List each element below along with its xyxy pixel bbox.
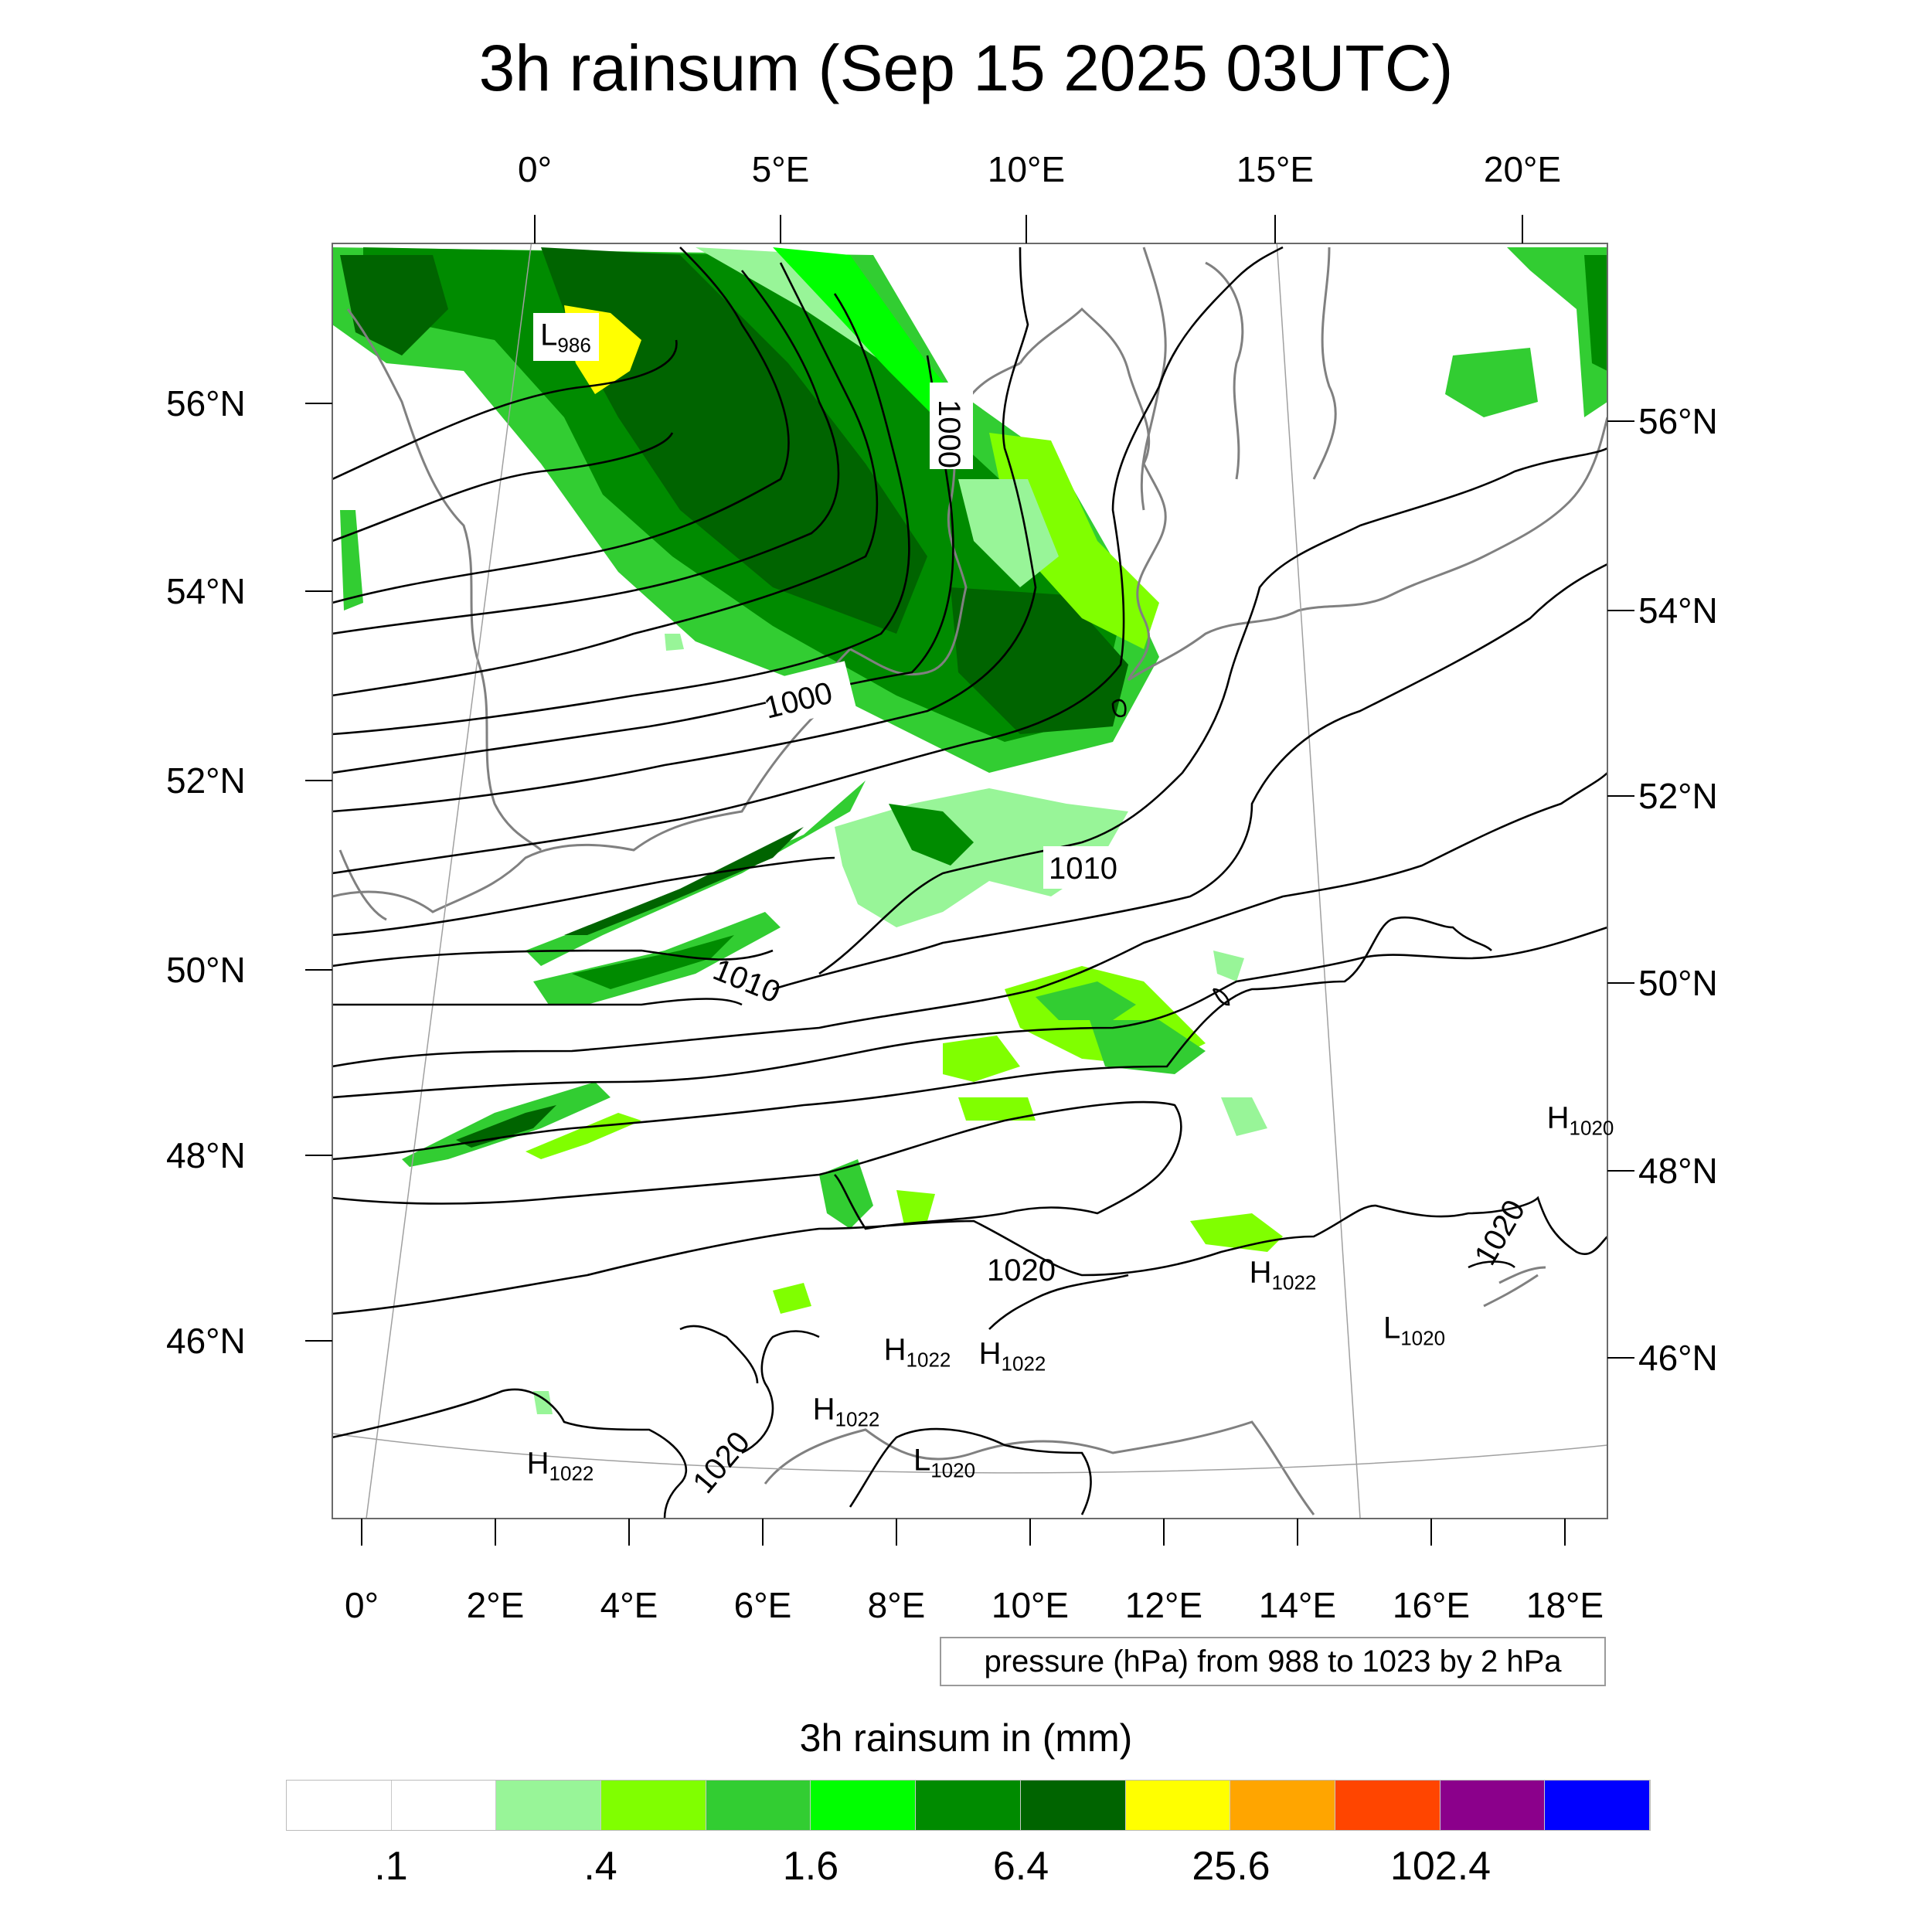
lat-tick-right: 46°N [1638,1338,1718,1378]
coastlines [332,247,1607,1515]
colorbar-swatch [811,1781,917,1830]
center-value: 1020 [1569,1116,1614,1140]
isobar-1010-box [1043,846,1132,889]
center-type: H [883,1332,906,1367]
lon-tick-top: 5°E [751,149,810,189]
colorbar-label: .1 [374,1844,408,1889]
tick-marks [305,215,1634,1546]
center-value: 1022 [1001,1352,1046,1376]
pressure-center-high: H1022 [979,1337,1046,1376]
center-value: 1022 [906,1348,951,1372]
low-986-box [533,313,599,361]
center-type: H [978,1336,1002,1371]
lat-tick-left: 48°N [166,1135,246,1175]
center-value: 1020 [1400,1326,1446,1350]
lat-tick-right: 56°N [1638,401,1718,441]
lon-tick-bottom: 8°E [867,1585,926,1625]
colorbar-swatch [496,1781,602,1830]
lon-tick-top: 15°E [1236,149,1315,189]
lon-tick-bottom: 0° [345,1585,379,1625]
colorbar-swatch [1020,1781,1126,1830]
colorbar-swatch [1545,1781,1650,1830]
pressure-center-low: L986 [540,318,591,358]
isobar-label: 1000 [932,400,966,468]
pressure-center-high: H1022 [527,1447,594,1486]
lon-tick-bottom: 2°E [466,1585,525,1625]
lat-tick-left: 50°N [166,950,246,990]
center-value: 986 [557,333,591,357]
pressure-info-box: pressure (hPa) from 988 to 1023 by 2 hPa [940,1637,1606,1686]
map-frame [332,243,1608,1519]
colorbar-label: 1.6 [782,1844,839,1889]
pressure-center-low: L1020 [913,1444,975,1483]
lon-tick-top: 10°E [987,149,1066,189]
lon-tick-bottom: 12°E [1124,1585,1203,1625]
graticule [332,243,1607,1519]
isobar-1000-box-upper [930,383,973,469]
lon-tick-bottom: 18°E [1526,1585,1604,1625]
center-type: L [913,1443,931,1478]
colorbar-swatch [1335,1781,1440,1830]
lon-tick-bottom: 6°E [733,1585,792,1625]
lon-tick-bottom: 4°E [600,1585,658,1625]
center-value: 1022 [835,1407,880,1431]
lat-tick-left: 46°N [166,1321,246,1361]
colorbar-label: 25.6 [1192,1844,1270,1889]
colorbar-label: .4 [583,1844,617,1889]
colorbar-label: 6.4 [992,1844,1049,1889]
colorbar-swatch [1440,1781,1546,1830]
center-type: H [526,1446,549,1481]
lat-tick-left: 54°N [166,571,246,611]
pressure-center-low: L1020 [1383,1311,1445,1351]
lon-tick-bottom: 14°E [1258,1585,1337,1625]
lat-tick-right: 48°N [1638,1151,1718,1191]
legend-title: 3h rainsum in (mm) [799,1716,1133,1760]
center-value: 1022 [1271,1270,1317,1294]
pressure-center-high: H1020 [1547,1101,1614,1141]
colorbar-label: 102.4 [1389,1844,1492,1889]
lon-tick-top: 20°E [1483,149,1562,189]
pressure-center-high: H1022 [1250,1256,1317,1295]
lat-tick-right: 54°N [1638,590,1718,631]
lon-tick-bottom: 16°E [1392,1585,1471,1625]
map-title: 3h rainsum (Sep 15 2025 03UTC) [478,32,1454,104]
colorbar [286,1780,1651,1831]
center-value: 1020 [930,1458,976,1482]
lat-tick-left: 52°N [166,760,246,801]
lon-tick-top: 0° [518,149,552,189]
center-type: L [1383,1311,1401,1345]
colorbar-swatch [601,1781,706,1830]
center-type: L [540,318,558,352]
lat-tick-right: 50°N [1638,963,1718,1003]
isobar-label: 1020 [987,1253,1056,1287]
isobar-label: 1010 [1049,852,1117,886]
colorbar-swatch [287,1781,392,1830]
colorbar-swatch [1125,1781,1231,1830]
center-value: 1022 [549,1461,594,1485]
colorbar-swatch [391,1781,497,1830]
center-type: H [1249,1255,1272,1290]
colorbar-swatch [916,1781,1021,1830]
rain-patches-central [340,510,1283,1414]
pressure-center-high: H1022 [884,1333,951,1372]
rain-field-east [1445,247,1607,417]
center-type: H [812,1392,835,1427]
pressure-center-high: H1022 [813,1393,880,1432]
isobar-1000-box-lower [760,661,856,729]
colorbar-swatch [1230,1781,1335,1830]
lon-tick-bottom: 10°E [991,1585,1070,1625]
colorbar-swatch [706,1781,811,1830]
lat-tick-left: 56°N [166,383,246,423]
center-type: H [1546,1100,1570,1135]
isobars [332,246,1607,1519]
lat-tick-right: 52°N [1638,776,1718,816]
